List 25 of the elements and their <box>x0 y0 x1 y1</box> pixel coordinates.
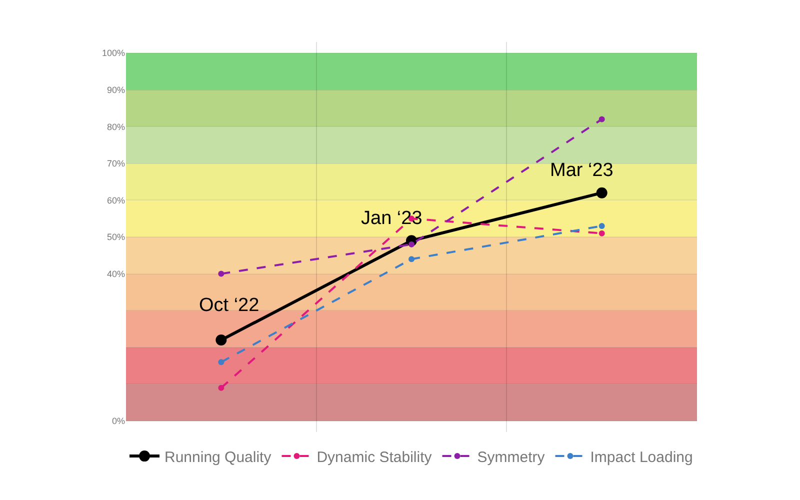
point <box>408 256 414 262</box>
point <box>598 230 605 236</box>
point <box>218 384 224 391</box>
y-tick-label: 80% <box>106 122 125 132</box>
legend-label: Impact Loading <box>590 448 693 466</box>
y-tick-label: 40% <box>106 268 125 279</box>
y-tick-label: 100% <box>102 48 125 58</box>
y-tick-label: 50% <box>106 232 125 242</box>
annotation: Jan ‘23 <box>361 208 422 229</box>
legend-label: Dynamic Stability <box>316 448 432 466</box>
y-tick-label: 70% <box>106 158 125 169</box>
annotation: Oct ‘22 <box>199 295 260 316</box>
point <box>596 187 608 198</box>
annotation: Mar ‘23 <box>550 160 614 181</box>
point <box>408 241 414 248</box>
point <box>598 116 605 122</box>
point <box>598 222 605 229</box>
legend-label: Symmetry <box>477 448 546 466</box>
legend-label: Running Quality <box>164 448 272 466</box>
y-tick-label: 60% <box>106 195 125 206</box>
point <box>218 270 224 277</box>
y-tick-label: 90% <box>106 84 125 95</box>
point <box>218 359 224 366</box>
y-tick-label: 0% <box>112 416 125 426</box>
point <box>216 334 227 346</box>
